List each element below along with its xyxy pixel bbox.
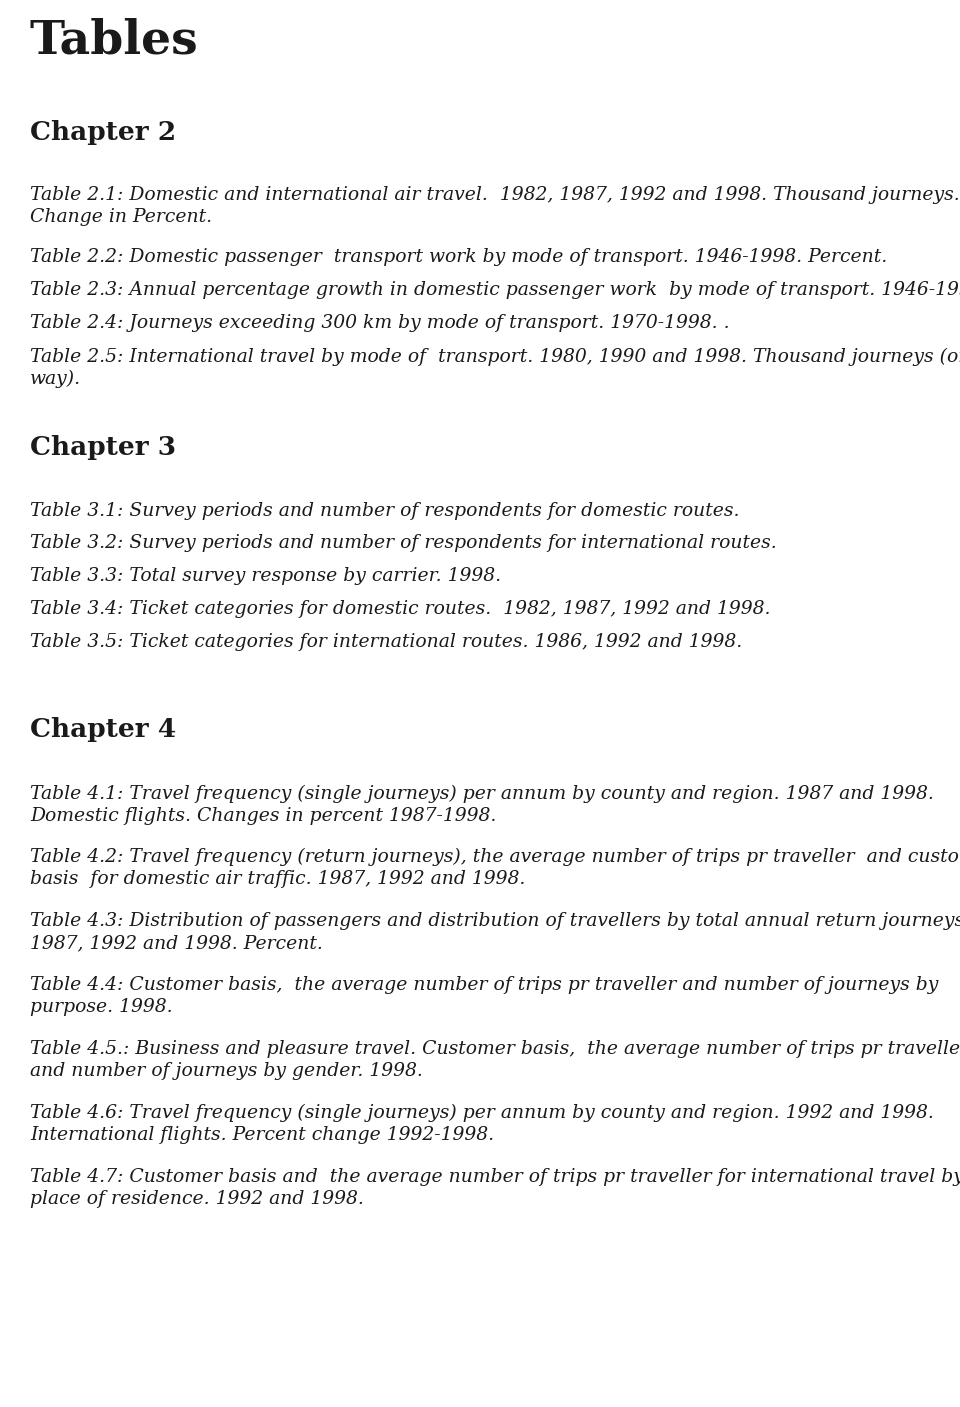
Text: Table 3.1: Survey periods and number of respondents for domestic routes.: Table 3.1: Survey periods and number of …: [30, 502, 739, 521]
Text: Table 3.3: Total survey response by carrier. 1998.: Table 3.3: Total survey response by carr…: [30, 567, 501, 585]
Text: Table 4.3: Distribution of passengers and distribution of travellers by total an: Table 4.3: Distribution of passengers an…: [30, 912, 960, 930]
Text: International flights. Percent change 1992-1998.: International flights. Percent change 19…: [30, 1126, 494, 1144]
Text: Table 2.2: Domestic passenger  transport work by mode of transport. 1946-1998. P: Table 2.2: Domestic passenger transport …: [30, 248, 887, 266]
Text: Table 4.7: Customer basis and  the average number of trips pr traveller for inte: Table 4.7: Customer basis and the averag…: [30, 1168, 960, 1186]
Text: Tables: Tables: [30, 18, 199, 63]
Text: Chapter 3: Chapter 3: [30, 435, 176, 460]
Text: Table 2.3: Annual percentage growth in domestic passenger work  by mode of trans: Table 2.3: Annual percentage growth in d…: [30, 281, 960, 300]
Text: Table 2.1: Domestic and international air travel.  1982, 1987, 1992 and 1998. Th: Table 2.1: Domestic and international ai…: [30, 186, 960, 204]
Text: Table 3.5: Ticket categories for international routes. 1986, 1992 and 1998.: Table 3.5: Ticket categories for interna…: [30, 633, 742, 651]
Text: Table 2.4: Journeys exceeding 300 km by mode of transport. 1970-1998. .: Table 2.4: Journeys exceeding 300 km by …: [30, 314, 730, 332]
Text: Table 4.4: Customer basis,  the average number of trips pr traveller and number : Table 4.4: Customer basis, the average n…: [30, 976, 938, 993]
Text: Table 4.5.: Business and pleasure travel. Customer basis,  the average number of: Table 4.5.: Business and pleasure travel…: [30, 1040, 960, 1058]
Text: Change in Percent.: Change in Percent.: [30, 208, 212, 227]
Text: Table 4.6: Travel frequency (single journeys) per annum by county and region. 19: Table 4.6: Travel frequency (single jour…: [30, 1104, 934, 1123]
Text: Table 4.1: Travel frequency (single journeys) per annum by county and region. 19: Table 4.1: Travel frequency (single jour…: [30, 785, 934, 803]
Text: Chapter 4: Chapter 4: [30, 718, 177, 741]
Text: Table 3.2: Survey periods and number of respondents for international routes.: Table 3.2: Survey periods and number of …: [30, 535, 777, 552]
Text: way).: way).: [30, 370, 82, 388]
Text: Chapter 2: Chapter 2: [30, 120, 176, 145]
Text: Table 3.4: Ticket categories for domestic routes.  1982, 1987, 1992 and 1998.: Table 3.4: Ticket categories for domesti…: [30, 599, 771, 618]
Text: Domestic flights. Changes in percent 1987-1998.: Domestic flights. Changes in percent 198…: [30, 808, 496, 825]
Text: Table 4.2: Travel frequency (return journeys), the average number of trips pr tr: Table 4.2: Travel frequency (return jour…: [30, 848, 960, 867]
Text: basis  for domestic air traffic. 1987, 1992 and 1998.: basis for domestic air traffic. 1987, 19…: [30, 870, 525, 888]
Text: 1987, 1992 and 1998. Percent.: 1987, 1992 and 1998. Percent.: [30, 934, 323, 953]
Text: place of residence. 1992 and 1998.: place of residence. 1992 and 1998.: [30, 1190, 364, 1209]
Text: Table 2.5: International travel by mode of  transport. 1980, 1990 and 1998. Thou: Table 2.5: International travel by mode …: [30, 348, 960, 366]
Text: purpose. 1998.: purpose. 1998.: [30, 998, 173, 1016]
Text: and number of journeys by gender. 1998.: and number of journeys by gender. 1998.: [30, 1062, 422, 1081]
